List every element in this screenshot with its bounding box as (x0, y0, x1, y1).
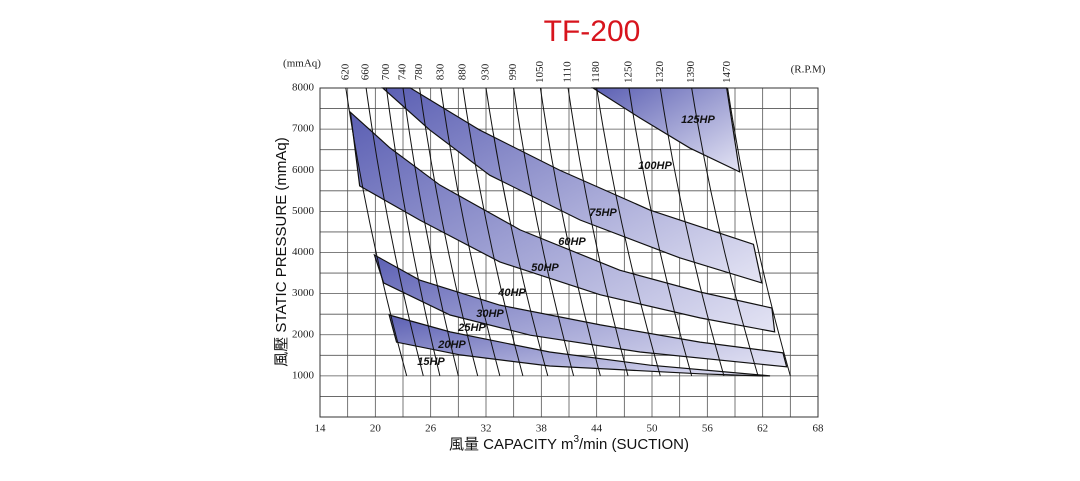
rpm-line (727, 87, 791, 377)
x-tick-label: 32 (481, 423, 492, 435)
y-tick-label: 7000 (292, 123, 315, 135)
x-tick-label: 38 (536, 423, 548, 435)
hp-label: 60HP (558, 236, 586, 248)
rpm-line (567, 87, 629, 377)
bands (349, 87, 788, 377)
rpm-label: 1250 (622, 61, 634, 84)
y-tick-label: 1000 (292, 369, 315, 381)
rpm-label: 1180 (590, 61, 602, 83)
rpm-label: 660 (360, 63, 372, 80)
hp-band (388, 314, 771, 377)
x-tick-label: 14 (315, 423, 327, 435)
labels: 125HP 100HP 75HP 60HP 50HP 40HP 30HP 25HP 20HP 15… (417, 114, 715, 368)
rpm-line (365, 87, 424, 376)
hp-band (349, 110, 776, 333)
x-tick-label: 56 (702, 423, 714, 435)
rpm-label: 930 (480, 63, 492, 80)
rpm-label: 1390 (685, 61, 697, 84)
rpm-line (628, 87, 693, 377)
rpm-label: 740 (397, 63, 409, 80)
chart-title: TF-200 (544, 15, 641, 48)
hp-label: 30HP (476, 308, 504, 320)
plot-frame (319, 87, 819, 418)
rpm-line (659, 87, 725, 377)
rpm-label: 990 (507, 63, 519, 80)
x-axis-label: 風量 CAPACITY m3/min (SUCTION) (449, 434, 689, 453)
hp-label: 15HP (417, 356, 445, 368)
x-tick-label: 20 (370, 423, 382, 435)
hp-label: 125HP (681, 114, 715, 126)
y-tick-label: 6000 (292, 164, 315, 176)
rpm-label: 700 (380, 63, 392, 80)
rpm-label: 880 (456, 63, 468, 80)
x-tick-label: 44 (591, 423, 603, 435)
rpm-line (462, 87, 524, 377)
x-label-sup: 3 (573, 434, 579, 445)
rpm-label: 780 (413, 63, 425, 80)
y-unit: (mmAq) (283, 58, 321, 70)
rpm-label: 830 (434, 63, 446, 80)
x-tick-label: 26 (425, 423, 437, 435)
x-tick-label: 68 (813, 423, 825, 435)
rpm-label: 1050 (534, 61, 546, 84)
hp-label: 100HP (638, 160, 672, 172)
rpm-label: 1320 (654, 61, 666, 84)
hp-band (381, 87, 763, 284)
hp-label: 75HP (589, 207, 617, 219)
rpm-line (691, 87, 759, 377)
rpm-line (385, 87, 441, 376)
y-tick-label: 5000 (292, 205, 315, 217)
y-axis-label: 風壓 STATIC PRESSURE (mmAq) (273, 137, 290, 366)
rpm-label: 1110 (562, 61, 574, 83)
rpm-line (440, 87, 501, 377)
rpm-unit: (R.P.M) (791, 64, 826, 76)
x-label-part: /min (SUCTION) (579, 436, 689, 453)
rpm-line (345, 87, 408, 377)
rpm-line (485, 87, 549, 377)
rpm-line (596, 87, 661, 377)
rpm-label: 1470 (721, 61, 733, 84)
y-tick-label: 8000 (292, 82, 315, 94)
hp-label: 20HP (437, 339, 466, 351)
rpm-label: 620 (339, 63, 351, 80)
rpm-line (419, 87, 479, 377)
x-tick-label: 50 (647, 423, 659, 435)
hp-label: 25HP (457, 322, 486, 334)
hp-label: 40HP (497, 287, 526, 299)
rpm-lines: 620 660 700 740 780 830 880 930 990 1050 1110 1180 1… (339, 61, 791, 377)
hp-label: 50HP (531, 262, 559, 274)
x-label-part: 風量 CAPACITY m (449, 436, 573, 453)
rpm-line (539, 87, 601, 377)
y-tick-label: 3000 (292, 287, 315, 299)
rpm-line (402, 87, 459, 376)
y-tick-label: 4000 (292, 246, 315, 258)
x-tick-label: 62 (757, 423, 768, 435)
rpm-line (513, 87, 575, 377)
hp-band (373, 253, 788, 368)
y-tick-label: 2000 (292, 328, 315, 340)
